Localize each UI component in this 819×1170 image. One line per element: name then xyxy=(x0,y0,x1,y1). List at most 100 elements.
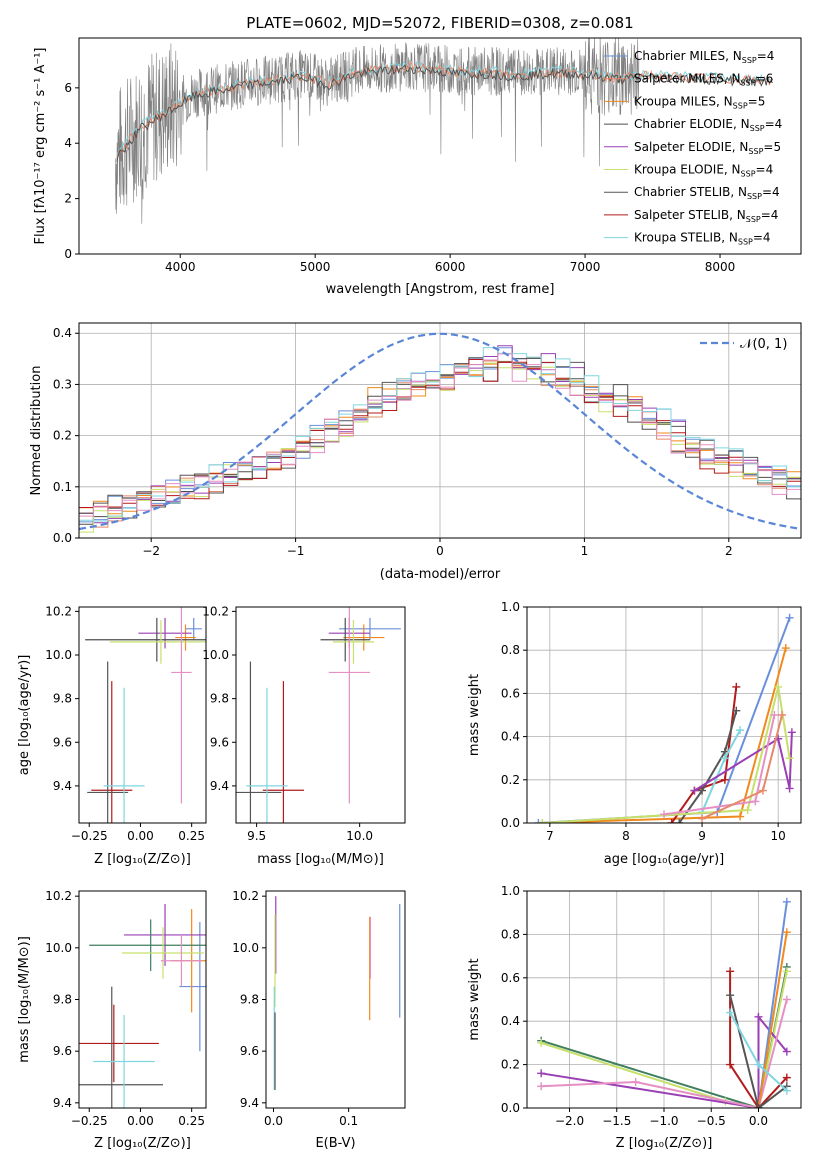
plot-area-3 xyxy=(85,607,206,823)
x-tick-label: −1.0 xyxy=(649,1114,678,1128)
y-tick-label: 0.6 xyxy=(501,686,520,700)
legend-label: Salpeter ELODIE, NSSP=5 xyxy=(634,140,781,156)
weight-line xyxy=(729,994,788,1108)
x-tick-label: 10.0 xyxy=(346,829,373,843)
x-axis-label: mass [log₁₀(M/M⊙)] xyxy=(257,852,384,867)
y-tick-label: 9.6 xyxy=(53,1044,72,1058)
x-tick-label: 2 xyxy=(725,544,733,558)
weight-marker xyxy=(726,967,735,976)
y-tick-label: 1.0 xyxy=(501,600,520,614)
weight-marker xyxy=(774,682,783,691)
y-tick-label: 0.0 xyxy=(53,531,72,545)
x-axis-label: Z [log₁₀(Z/Z⊙)] xyxy=(94,1136,191,1151)
weight-marker xyxy=(782,967,791,976)
x-tick-label: 9 xyxy=(698,829,706,843)
y-axis-label: mass weight xyxy=(467,958,482,1040)
x-tick-label: 0.00 xyxy=(127,829,154,843)
y-tick-label: 9.6 xyxy=(210,735,229,749)
y-tick-label: 10.0 xyxy=(232,941,259,955)
x-tick-label: 0.1 xyxy=(339,1114,358,1128)
x-axis-label: Z [log₁₀(Z/Z⊙)] xyxy=(616,1136,713,1151)
x-tick-label: 0.25 xyxy=(178,1114,205,1128)
x-tick-label: −2 xyxy=(142,544,160,558)
weight-marker xyxy=(538,819,547,823)
weight-marker xyxy=(782,1047,791,1056)
y-tick-label: 0.8 xyxy=(501,927,520,941)
legend-label: Kroupa STELIB, NSSP=4 xyxy=(634,231,771,247)
y-tick-label: 9.8 xyxy=(210,692,229,706)
weight-marker xyxy=(787,728,796,737)
weight-marker xyxy=(537,1069,546,1078)
histogram-series xyxy=(79,347,801,522)
legend-label: Chabrier MILES, NSSP=4 xyxy=(634,49,774,65)
weight-line xyxy=(757,932,788,1108)
x-tick-label: 6000 xyxy=(435,260,466,274)
x-tick-label: 0.25 xyxy=(178,829,205,843)
y-tick-label: 0.0 xyxy=(501,816,520,830)
weight-marker xyxy=(758,786,767,795)
y-tick-label: 9.8 xyxy=(240,993,259,1007)
x-tick-label: 8 xyxy=(622,829,630,843)
x-tick-label: 9.5 xyxy=(247,829,266,843)
weight-marker xyxy=(781,644,790,653)
plot-area-5 xyxy=(527,607,801,823)
x-axis-label: E(B-V) xyxy=(315,1136,355,1151)
model-spectrum xyxy=(116,63,773,162)
weight-marker xyxy=(726,1008,735,1017)
x-tick-label: 0.0 xyxy=(749,1114,768,1128)
weight-marker xyxy=(782,995,791,1004)
weight-marker xyxy=(782,928,791,937)
weight-line xyxy=(663,714,776,816)
y-tick-label: 9.4 xyxy=(53,1096,72,1110)
weight-marker xyxy=(732,682,741,691)
y-tick-label: 4 xyxy=(64,136,72,150)
weight-marker xyxy=(720,754,729,763)
y-tick-label: 0.6 xyxy=(501,971,520,985)
plot-area-8 xyxy=(527,891,801,1108)
weight-marker xyxy=(720,775,729,784)
legend-label: Salpeter STELIB, NSSP=4 xyxy=(634,208,778,224)
x-tick-label: 0.00 xyxy=(127,1114,154,1128)
y-tick-label: 0.1 xyxy=(53,480,72,494)
y-tick-label: 0.2 xyxy=(501,773,520,787)
model-spectrum xyxy=(116,61,773,159)
y-tick-label: 1.0 xyxy=(501,884,520,898)
weight-marker xyxy=(667,819,676,823)
y-axis-label: Flux [fλ10⁻¹⁷ erg cm⁻² s⁻¹ A⁻¹] xyxy=(33,48,48,245)
plot-area-7 xyxy=(273,896,401,1090)
weight-marker xyxy=(785,754,794,763)
weight-marker xyxy=(675,819,684,823)
x-tick-label: −0.25 xyxy=(71,829,108,843)
weight-marker xyxy=(751,797,760,806)
figure-title: PLATE=0602, MJD=52072, FIBERID=0308, z=0… xyxy=(246,14,633,32)
x-tick-label: −0.25 xyxy=(71,1114,108,1128)
weight-marker xyxy=(782,897,791,906)
y-tick-label: 10.2 xyxy=(202,604,229,618)
y-tick-label: 10.2 xyxy=(232,889,259,903)
plot-area-1 xyxy=(115,38,773,224)
axes-frame xyxy=(78,606,207,824)
y-tick-label: 10.2 xyxy=(45,604,72,618)
plot-area-6 xyxy=(79,903,206,1108)
legend-label: 𝒩(0, 1) xyxy=(740,337,787,352)
weight-line xyxy=(542,686,791,823)
weight-marker xyxy=(754,1104,763,1108)
weight-line xyxy=(678,710,738,823)
weight-marker xyxy=(690,786,699,795)
weight-marker xyxy=(777,711,786,719)
x-axis-label: Z [log₁₀(Z/Z⊙)] xyxy=(94,852,191,867)
x-tick-label: 10 xyxy=(771,829,786,843)
y-tick-label: 9.8 xyxy=(53,993,72,1007)
y-tick-label: 9.4 xyxy=(210,779,229,793)
plot-area-4 xyxy=(236,607,401,823)
axes-frame xyxy=(265,890,406,1109)
weight-line xyxy=(541,999,788,1108)
weight-line xyxy=(693,732,793,792)
y-tick-label: 0.3 xyxy=(53,377,72,391)
y-tick-label: 0 xyxy=(64,247,72,261)
y-tick-label: 0.4 xyxy=(501,1014,520,1028)
weight-marker xyxy=(726,991,735,1000)
y-tick-label: 0.8 xyxy=(501,643,520,657)
y-tick-label: 0.2 xyxy=(501,1058,520,1072)
